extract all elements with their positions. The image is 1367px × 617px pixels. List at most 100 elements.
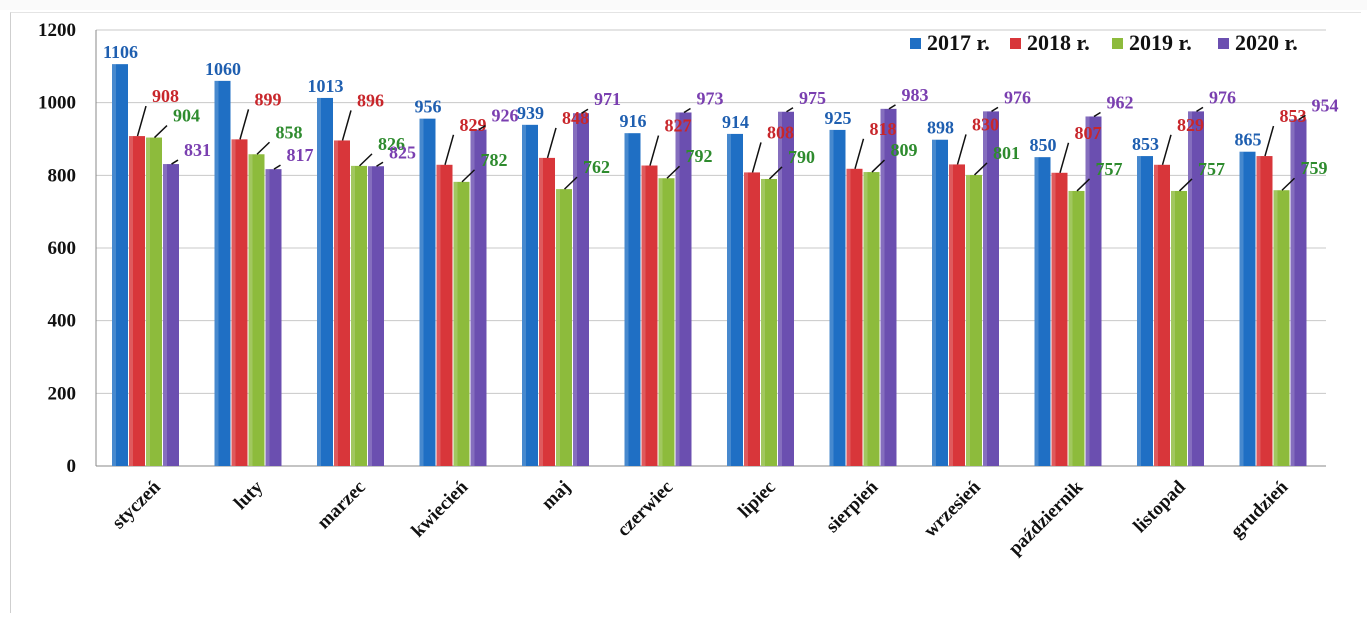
bar-highlight [112,64,116,467]
bar-highlight [658,178,663,467]
data-label: 908 [152,86,179,106]
bar [1051,172,1068,467]
bar [539,157,555,467]
data-label: 829 [1177,115,1204,135]
bar [1137,156,1153,466]
data-label: 762 [583,157,610,177]
data-label: 827 [665,116,692,136]
bar [163,164,179,466]
label-leader-line [1281,177,1296,191]
label-leader-line [1093,111,1101,118]
x-category-label: lipiec [734,477,779,522]
bar-highlight [1171,190,1175,466]
data-label: 831 [184,140,211,160]
data-label: 759 [1301,158,1328,178]
data-label: 896 [357,90,384,110]
bar-highlight [1068,190,1073,466]
bar [966,174,982,466]
bar [829,129,846,466]
bar-highlight [880,108,885,467]
bar-highlight [419,118,424,467]
label-leader-line [1178,178,1193,192]
bar-highlight [1085,116,1090,467]
y-tick-label: 1000 [38,93,76,114]
bar [334,140,350,466]
y-tick-label: 400 [48,311,77,332]
legend-label: 2020 r. [1235,30,1298,55]
bar [265,169,282,466]
label-leader-line [649,135,660,166]
bar [778,111,794,466]
bar-highlight [1256,156,1261,466]
bar-highlight [231,139,236,466]
bar [248,154,265,466]
bar-highlight [744,172,748,466]
label-leader-line [444,134,455,166]
bar-highlight [436,164,441,466]
label-leader-line [136,105,147,137]
bar [436,164,453,466]
label-leader-line [666,165,681,179]
bar-highlight [761,178,765,466]
bar [368,166,384,466]
bar [1290,119,1307,466]
bar [1256,156,1273,466]
data-label: 899 [255,89,282,109]
label-leader-line [563,176,578,190]
label-leader-line [888,104,896,110]
legend-label: 2019 r. [1129,30,1192,55]
bar [470,129,487,466]
bar-highlight [1137,156,1141,466]
bar [556,189,572,466]
bar [351,165,367,467]
label-leader-line [376,161,384,167]
bar [317,97,333,467]
bar-highlight [983,111,987,467]
label-leader-line [461,169,476,183]
bar-highlight [146,137,150,466]
bar-highlight [573,113,577,466]
data-label: 1060 [205,59,241,79]
bar [1154,164,1170,466]
data-label: 792 [686,146,713,166]
chart-title-strip [0,0,1367,10]
data-label: 962 [1107,92,1134,112]
x-category-label: maj [538,477,575,514]
bar-highlight [1290,119,1295,466]
data-label: 853 [1280,106,1307,126]
label-leader-line [1076,178,1091,192]
bar-highlight [624,133,629,467]
data-label: 954 [1312,95,1339,115]
bar [1034,157,1051,466]
data-label: 971 [594,89,621,109]
bar-highlight [1154,164,1158,466]
legend-label: 2017 r. [927,30,990,55]
label-leader-line [973,162,988,176]
legend-swatch [1112,38,1123,49]
bar [522,124,538,466]
x-axis-categories: styczeń luty marzec kwiecień maj czerwiec lipi… [108,476,1292,559]
x-category-label: grudzień [1227,476,1293,542]
y-tick-label: 800 [48,165,77,186]
x-category-label: czerwiec [613,477,677,541]
bar [214,80,231,466]
bar-highlight [966,174,970,466]
label-leader-line [358,153,373,167]
data-label: 790 [788,147,815,167]
bar-highlight [863,172,868,466]
data-label: 956 [415,97,442,117]
bar-highlight [1273,190,1278,467]
legend-swatch [1218,38,1229,49]
legend: 2017 r. 2018 r. 2019 r. 2020 r. [910,30,1298,55]
bar-highlight [1239,151,1244,466]
gridlines [95,29,1326,467]
data-label: 976 [1209,87,1236,107]
x-category-label: marzec [313,477,370,534]
bar [846,168,863,466]
bar [1188,111,1204,467]
bar-highlight [334,140,338,466]
data-label: 782 [481,150,508,170]
label-leader-line [478,124,486,131]
bar-highlight [1051,172,1056,467]
